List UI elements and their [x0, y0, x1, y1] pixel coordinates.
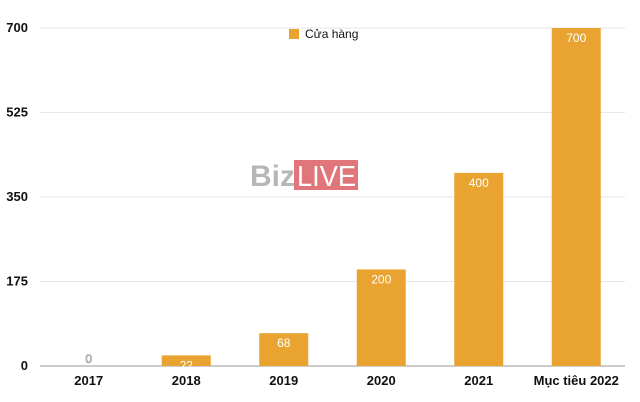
bar	[356, 269, 406, 366]
y-tick-label: 350	[6, 189, 28, 204]
legend-label: Cửa hàng	[305, 27, 358, 41]
legend: Cửa hàng	[289, 27, 358, 41]
watermark-live-bg	[294, 160, 358, 190]
x-tick-label: 2019	[269, 373, 298, 388]
y-tick-label: 700	[6, 20, 28, 35]
x-tick-label: 2017	[74, 373, 103, 388]
x-tick-label: 2020	[367, 373, 396, 388]
bizlive-watermark: Biz LIVE	[250, 160, 358, 193]
data-label: 22	[180, 358, 194, 372]
data-labels: 0 22 68 200 400 700	[85, 31, 586, 372]
bar	[259, 333, 309, 366]
x-axis: 2017 2018 2019 2020 2021 Mục tiêu 2022	[74, 373, 619, 388]
y-tick-label: 525	[6, 105, 28, 120]
bar	[551, 28, 601, 366]
data-label: 0	[85, 352, 92, 366]
y-tick-label: 175	[6, 274, 28, 289]
bar	[454, 172, 504, 366]
x-tick-label: 2021	[464, 373, 493, 388]
data-label: 400	[469, 176, 489, 190]
y-tick-label: 0	[21, 358, 28, 373]
data-label: 700	[566, 31, 586, 45]
watermark-live: LIVE	[297, 161, 356, 193]
bars	[161, 28, 601, 366]
x-tick-label: Mục tiêu 2022	[534, 373, 619, 388]
legend-swatch	[289, 29, 299, 39]
x-tick-label: 2018	[172, 373, 201, 388]
gridlines	[40, 27, 625, 367]
data-label: 68	[277, 336, 291, 350]
y-axis: 0 175 350 525 700	[6, 20, 28, 373]
watermark-biz: Biz	[250, 160, 295, 193]
bar	[161, 355, 211, 366]
data-label: 200	[371, 272, 391, 286]
